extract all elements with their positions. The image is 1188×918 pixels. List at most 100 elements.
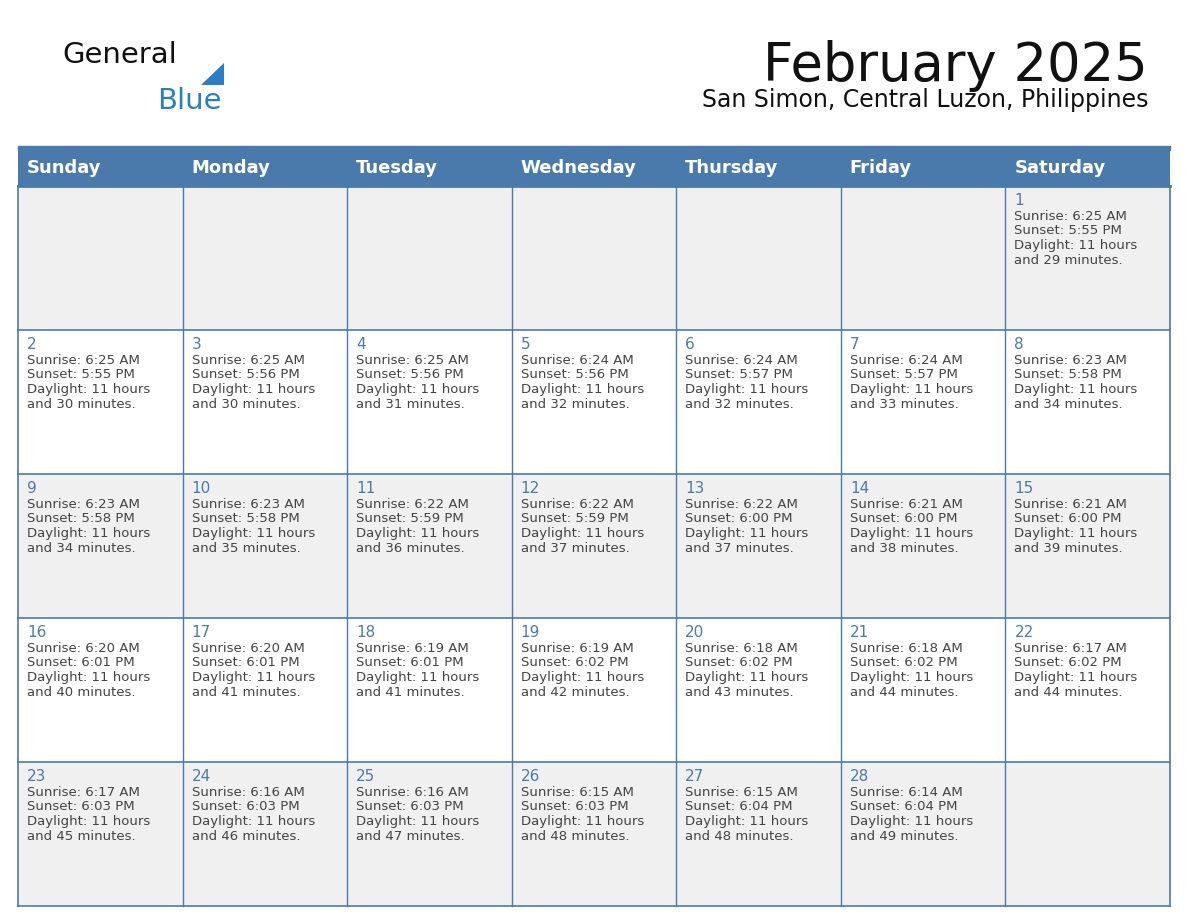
Text: General: General	[62, 41, 177, 69]
Text: Sunrise: 6:24 AM: Sunrise: 6:24 AM	[520, 354, 633, 367]
Text: Daylight: 11 hours: Daylight: 11 hours	[849, 815, 973, 828]
Text: Sunrise: 6:18 AM: Sunrise: 6:18 AM	[685, 642, 798, 655]
Text: and 44 minutes.: and 44 minutes.	[1015, 686, 1123, 699]
Text: Sunrise: 6:21 AM: Sunrise: 6:21 AM	[849, 498, 962, 511]
Text: Sunrise: 6:25 AM: Sunrise: 6:25 AM	[1015, 210, 1127, 223]
Text: and 47 minutes.: and 47 minutes.	[356, 830, 465, 843]
Text: Sunrise: 6:20 AM: Sunrise: 6:20 AM	[27, 642, 140, 655]
Bar	[512, 150, 676, 186]
Text: Sunrise: 6:20 AM: Sunrise: 6:20 AM	[191, 642, 304, 655]
Text: Daylight: 11 hours: Daylight: 11 hours	[27, 527, 150, 540]
Text: Sunset: 6:01 PM: Sunset: 6:01 PM	[27, 656, 134, 669]
Text: and 32 minutes.: and 32 minutes.	[685, 397, 794, 410]
Text: and 37 minutes.: and 37 minutes.	[685, 542, 794, 554]
Text: Daylight: 11 hours: Daylight: 11 hours	[520, 815, 644, 828]
Text: and 41 minutes.: and 41 minutes.	[191, 686, 301, 699]
Text: Daylight: 11 hours: Daylight: 11 hours	[849, 671, 973, 684]
Text: 25: 25	[356, 769, 375, 784]
Bar	[18, 330, 1170, 474]
Text: Sunset: 6:04 PM: Sunset: 6:04 PM	[685, 800, 792, 813]
Text: Daylight: 11 hours: Daylight: 11 hours	[1015, 527, 1138, 540]
Text: San Simon, Central Luzon, Philippines: San Simon, Central Luzon, Philippines	[701, 88, 1148, 112]
Text: Saturday: Saturday	[1015, 159, 1106, 177]
Text: Sunrise: 6:21 AM: Sunrise: 6:21 AM	[1015, 498, 1127, 511]
Text: 10: 10	[191, 481, 210, 496]
Text: Daylight: 11 hours: Daylight: 11 hours	[685, 383, 809, 396]
Text: Daylight: 11 hours: Daylight: 11 hours	[191, 527, 315, 540]
Text: and 38 minutes.: and 38 minutes.	[849, 542, 959, 554]
Text: Thursday: Thursday	[685, 159, 778, 177]
Text: 15: 15	[1015, 481, 1034, 496]
Text: Sunset: 6:03 PM: Sunset: 6:03 PM	[191, 800, 299, 813]
Text: Daylight: 11 hours: Daylight: 11 hours	[356, 383, 480, 396]
Text: and 30 minutes.: and 30 minutes.	[27, 397, 135, 410]
Text: 27: 27	[685, 769, 704, 784]
Text: Sunset: 6:02 PM: Sunset: 6:02 PM	[1015, 656, 1121, 669]
Text: Sunset: 5:59 PM: Sunset: 5:59 PM	[356, 512, 463, 525]
Text: Wednesday: Wednesday	[520, 159, 637, 177]
Text: 20: 20	[685, 625, 704, 640]
Text: Daylight: 11 hours: Daylight: 11 hours	[685, 815, 809, 828]
Text: Daylight: 11 hours: Daylight: 11 hours	[685, 671, 809, 684]
Text: 4: 4	[356, 337, 366, 352]
Text: Sunset: 5:56 PM: Sunset: 5:56 PM	[356, 368, 463, 382]
Text: Sunrise: 6:16 AM: Sunrise: 6:16 AM	[191, 786, 304, 799]
Text: and 33 minutes.: and 33 minutes.	[849, 397, 959, 410]
Text: Sunset: 6:00 PM: Sunset: 6:00 PM	[849, 512, 958, 525]
Text: February 2025: February 2025	[763, 40, 1148, 92]
Text: Daylight: 11 hours: Daylight: 11 hours	[849, 383, 973, 396]
Text: Sunset: 6:00 PM: Sunset: 6:00 PM	[1015, 512, 1121, 525]
Text: Sunrise: 6:23 AM: Sunrise: 6:23 AM	[191, 498, 304, 511]
Text: Sunset: 5:58 PM: Sunset: 5:58 PM	[27, 512, 134, 525]
Text: 9: 9	[27, 481, 37, 496]
Text: Sunrise: 6:14 AM: Sunrise: 6:14 AM	[849, 786, 962, 799]
Text: Sunset: 5:55 PM: Sunset: 5:55 PM	[27, 368, 135, 382]
Text: Daylight: 11 hours: Daylight: 11 hours	[849, 527, 973, 540]
Text: Sunrise: 6:15 AM: Sunrise: 6:15 AM	[520, 786, 633, 799]
Text: and 37 minutes.: and 37 minutes.	[520, 542, 630, 554]
Bar	[183, 150, 347, 186]
Text: and 41 minutes.: and 41 minutes.	[356, 686, 465, 699]
Text: 3: 3	[191, 337, 201, 352]
Text: 2: 2	[27, 337, 37, 352]
Bar	[18, 186, 1170, 330]
Text: and 49 minutes.: and 49 minutes.	[849, 830, 959, 843]
Text: Sunset: 6:03 PM: Sunset: 6:03 PM	[356, 800, 463, 813]
Text: 14: 14	[849, 481, 870, 496]
Text: Monday: Monday	[191, 159, 271, 177]
Text: Sunset: 6:02 PM: Sunset: 6:02 PM	[520, 656, 628, 669]
Text: Sunrise: 6:24 AM: Sunrise: 6:24 AM	[685, 354, 798, 367]
Text: Sunset: 5:57 PM: Sunset: 5:57 PM	[685, 368, 794, 382]
Text: and 45 minutes.: and 45 minutes.	[27, 830, 135, 843]
Text: Sunset: 6:03 PM: Sunset: 6:03 PM	[520, 800, 628, 813]
Text: and 42 minutes.: and 42 minutes.	[520, 686, 630, 699]
Text: Friday: Friday	[849, 159, 912, 177]
Text: Sunrise: 6:19 AM: Sunrise: 6:19 AM	[356, 642, 469, 655]
Text: Daylight: 11 hours: Daylight: 11 hours	[685, 527, 809, 540]
Text: Sunrise: 6:17 AM: Sunrise: 6:17 AM	[27, 786, 140, 799]
Text: 12: 12	[520, 481, 541, 496]
Text: and 40 minutes.: and 40 minutes.	[27, 686, 135, 699]
Bar	[1005, 150, 1170, 186]
Text: Sunday: Sunday	[27, 159, 101, 177]
Polygon shape	[201, 63, 225, 85]
Text: Sunset: 6:04 PM: Sunset: 6:04 PM	[849, 800, 958, 813]
Text: Daylight: 11 hours: Daylight: 11 hours	[520, 383, 644, 396]
Bar	[18, 150, 183, 186]
Text: and 39 minutes.: and 39 minutes.	[1015, 542, 1123, 554]
Text: Sunset: 6:01 PM: Sunset: 6:01 PM	[356, 656, 463, 669]
Text: Sunset: 6:03 PM: Sunset: 6:03 PM	[27, 800, 134, 813]
Text: and 48 minutes.: and 48 minutes.	[520, 830, 630, 843]
Text: 24: 24	[191, 769, 210, 784]
Text: Sunrise: 6:16 AM: Sunrise: 6:16 AM	[356, 786, 469, 799]
Text: Sunset: 6:00 PM: Sunset: 6:00 PM	[685, 512, 792, 525]
Bar	[676, 150, 841, 186]
Text: and 31 minutes.: and 31 minutes.	[356, 397, 465, 410]
Text: 28: 28	[849, 769, 870, 784]
Text: 18: 18	[356, 625, 375, 640]
Text: Daylight: 11 hours: Daylight: 11 hours	[356, 671, 480, 684]
Text: 1: 1	[1015, 193, 1024, 208]
Text: Sunset: 5:56 PM: Sunset: 5:56 PM	[191, 368, 299, 382]
Bar	[18, 762, 1170, 906]
Text: 26: 26	[520, 769, 541, 784]
